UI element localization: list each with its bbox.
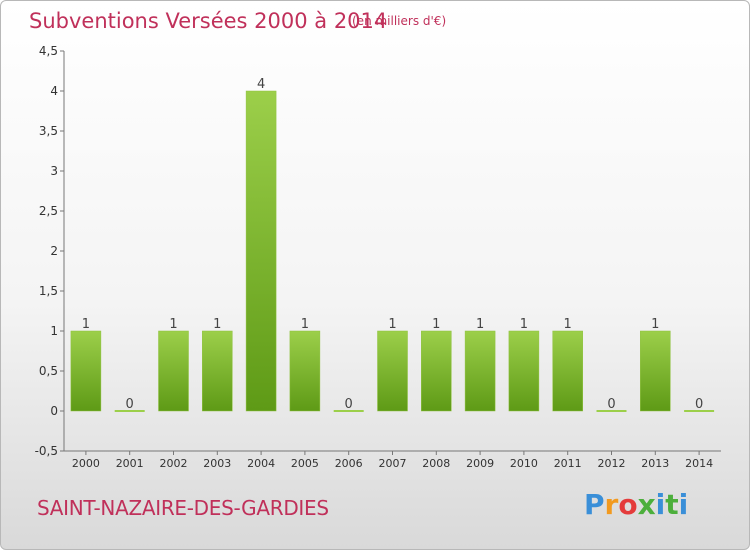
x-tick-label: 2010 xyxy=(510,457,538,470)
data-label-2013: 1 xyxy=(651,317,659,332)
data-label-2003: 1 xyxy=(213,317,221,332)
x-tick-label: 2000 xyxy=(72,457,100,470)
x-tick-label: 2009 xyxy=(466,457,494,470)
bar-2011 xyxy=(552,330,583,412)
y-tick-label: 2 xyxy=(50,244,58,258)
y-tick-label: 1 xyxy=(50,324,58,338)
bar-2001 xyxy=(114,410,145,412)
bar-2014 xyxy=(684,410,715,412)
y-tick-label: 2,5 xyxy=(39,204,58,218)
bar-2000 xyxy=(70,330,102,412)
proxiti-logo[interactable]: Proxiti xyxy=(584,488,689,521)
bar-2006 xyxy=(333,410,364,412)
bar-2008 xyxy=(421,330,452,412)
chart-title: Subventions Versées 2000 à 2014 xyxy=(29,9,388,33)
y-tick-label: 0,5 xyxy=(39,364,58,378)
x-tick-label: 2012 xyxy=(598,457,626,470)
data-label-2009: 1 xyxy=(476,317,484,332)
y-tick-label: 3,5 xyxy=(39,124,58,138)
y-tick-label: -0,5 xyxy=(35,444,58,458)
x-tick-label: 2001 xyxy=(116,457,144,470)
x-tick-label: 2014 xyxy=(685,457,713,470)
data-label-2006: 0 xyxy=(345,397,353,412)
bar-2007 xyxy=(377,330,408,412)
data-label-2004: 4 xyxy=(257,77,265,92)
bar-2013 xyxy=(640,330,671,412)
x-tick-label: 2006 xyxy=(335,457,363,470)
bar-2003 xyxy=(202,330,233,412)
data-label-2005: 1 xyxy=(301,317,309,332)
y-tick-label: 1,5 xyxy=(39,284,58,298)
data-label-2001: 0 xyxy=(126,397,134,412)
data-label-2010: 1 xyxy=(520,317,528,332)
data-label-2011: 1 xyxy=(564,317,572,332)
x-tick-label: 2011 xyxy=(554,457,582,470)
y-tick-label: 0 xyxy=(50,404,58,418)
bar-2004 xyxy=(245,90,277,412)
bar-2010 xyxy=(508,330,540,412)
data-label-2002: 1 xyxy=(169,317,177,332)
data-label-2014: 0 xyxy=(695,397,703,412)
x-tick-label: 2003 xyxy=(203,457,231,470)
x-tick-label: 2008 xyxy=(422,457,450,470)
data-label-2012: 0 xyxy=(607,397,615,412)
y-tick-label: 4 xyxy=(50,84,58,98)
bar-2002 xyxy=(158,330,189,412)
data-label-2007: 1 xyxy=(388,317,396,332)
city-name: SAINT-NAZAIRE-DES-GARDIES xyxy=(37,496,329,520)
x-tick-label: 2002 xyxy=(160,457,188,470)
data-label-2000: 1 xyxy=(82,317,90,332)
data-label-2008: 1 xyxy=(432,317,440,332)
x-tick-label: 2007 xyxy=(379,457,407,470)
y-tick-label: 4,5 xyxy=(39,44,58,58)
bar-2012 xyxy=(596,410,627,412)
x-tick-label: 2004 xyxy=(247,457,275,470)
chart-unit: (en milliers d'€) xyxy=(352,14,447,28)
x-tick-label: 2005 xyxy=(291,457,319,470)
bar-2005 xyxy=(289,330,321,412)
y-tick-label: 3 xyxy=(50,164,58,178)
x-tick-label: 2013 xyxy=(641,457,669,470)
bar-2009 xyxy=(464,330,496,412)
